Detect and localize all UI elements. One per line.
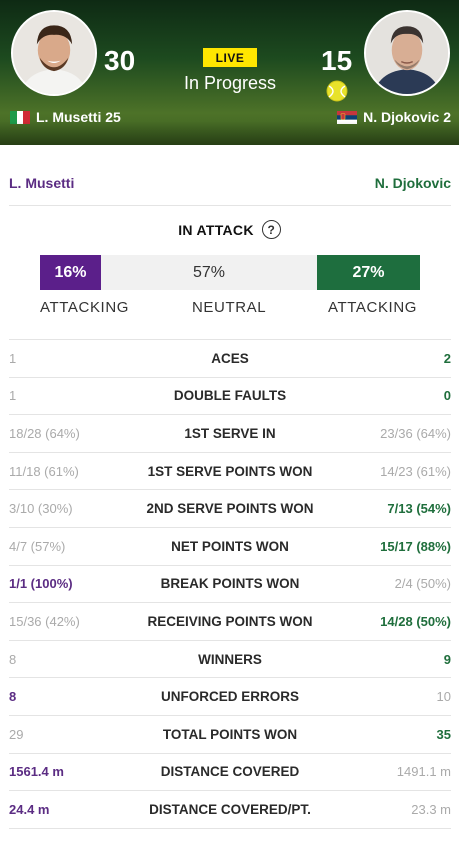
stat-label: ACES (211, 350, 249, 366)
player1-score: 30 (104, 45, 136, 76)
stat-label: UNFORCED ERRORS (160, 689, 299, 705)
player-names-row: L. Musetti N. Djokovic (9, 160, 451, 206)
right-player-name: N. Djokovic (374, 174, 451, 191)
stat-right-value: 14/23 (61%) (380, 463, 451, 479)
stat-row: 8 WINNERS 9 (9, 641, 451, 679)
stat-left-value: 29 (9, 726, 24, 742)
stat-label: 1ST SERVE POINTS WON (147, 463, 313, 479)
stat-right-value: 2 (443, 350, 451, 366)
player2-score: 15 (321, 45, 353, 76)
in-attack-title: IN ATTACK ? (0, 220, 459, 239)
stat-left-value: 1 (9, 388, 17, 404)
serving-ball-icon (326, 80, 348, 102)
attack-left-label: ATTACKING (40, 299, 130, 316)
player2-name-label: N. Djokovic 2 (363, 109, 451, 125)
live-badge: LIVE (203, 48, 257, 67)
stat-left-value: 3/10 (30%) (9, 501, 73, 517)
stat-right-value: 23.3 m (411, 801, 451, 817)
attack-neutral-label: NEUTRAL (192, 299, 267, 316)
attack-right-label: ATTACKING (328, 299, 418, 316)
stat-left-value: 15/36 (42%) (9, 613, 80, 629)
italy-flag-icon (10, 110, 30, 124)
stat-right-value: 9 (443, 651, 451, 667)
stat-right-value: 2/4 (50%) (394, 576, 451, 592)
stat-row: 1561.4 m DISTANCE COVERED 1491.1 m (9, 754, 451, 792)
stat-right-value: 35 (436, 726, 451, 742)
stat-left-value: 1 (9, 350, 17, 366)
stat-left-value: 1/1 (100%) (9, 576, 73, 592)
stat-label: NET POINTS WON (171, 538, 289, 554)
match-status: In Progress (183, 73, 277, 93)
match-header: 30 LIVE In Progress 15 L. Musetti 25 (0, 0, 459, 145)
stat-right-value: 7/13 (54%) (387, 501, 451, 517)
attack-left-segment: 16% (40, 255, 101, 290)
stat-left-value: 8 (9, 651, 17, 667)
stat-label: TOTAL POINTS WON (162, 726, 298, 742)
stat-row: 18/28 (64%) 1ST SERVE IN 23/36 (64%) (9, 415, 451, 453)
stat-right-value: 14/28 (50%) (380, 613, 451, 629)
stat-left-value: 11/18 (61%) (9, 463, 79, 479)
stat-left-value: 8 (9, 689, 17, 705)
attack-distribution-bar: 16% 57% 27% (40, 255, 420, 290)
player1-avatar (11, 10, 97, 96)
attack-right-segment: 27% (317, 255, 420, 290)
help-icon[interactable]: ? (261, 220, 281, 239)
stat-right-value: 10 (436, 689, 451, 705)
player1-name-label: L. Musetti 25 (36, 109, 121, 125)
stat-row: 4/7 (57%) NET POINTS WON 15/17 (88%) (9, 528, 451, 566)
stat-left-value: 4/7 (57%) (9, 538, 66, 554)
serbia-flag-icon (337, 110, 358, 124)
stat-row: 3/10 (30%) 2ND SERVE POINTS WON 7/13 (54%) (9, 490, 451, 528)
left-player-name: L. Musetti (9, 174, 75, 191)
stat-label: RECEIVING POINTS WON (147, 613, 313, 629)
stat-left-value: 1561.4 m (9, 764, 64, 780)
stat-row: 24.4 m DISTANCE COVERED/PT. 23.3 m (9, 791, 451, 829)
stat-row: 8 UNFORCED ERRORS 10 (9, 678, 451, 716)
stat-right-value: 23/36 (64%) (380, 425, 451, 441)
stat-left-value: 18/28 (64%) (9, 425, 80, 441)
stat-right-value: 0 (443, 388, 451, 404)
stat-label: BREAK POINTS WON (160, 576, 300, 592)
stat-row: 1 DOUBLE FAULTS 0 (9, 378, 451, 416)
stat-row: 11/18 (61%) 1ST SERVE POINTS WON 14/23 (61… (9, 453, 451, 491)
in-attack-label: IN ATTACK (178, 221, 254, 238)
stat-label: DISTANCE COVERED/PT. (149, 801, 311, 817)
attack-neutral-segment: 57% (192, 263, 226, 281)
stat-right-value: 15/17 (88%) (380, 538, 451, 554)
stat-left-value: 24.4 m (9, 801, 50, 817)
stat-label: WINNERS (198, 651, 262, 667)
player1-name: L. Musetti 25 (10, 109, 121, 125)
stat-right-value: 1491.1 m (396, 764, 451, 780)
stat-row: 15/36 (42%) RECEIVING POINTS WON 14/28 (50… (9, 603, 451, 641)
stat-label: DISTANCE COVERED (160, 764, 300, 780)
stat-row: 1/1 (100%) BREAK POINTS WON 2/4 (50%) (9, 566, 451, 604)
player2-avatar (364, 10, 450, 96)
stat-row: 1 ACES 2 (9, 340, 451, 378)
stats-table: 1 ACES 2 1 DOUBLE FAULTS 0 18/28 (64%) 1ST SERV… (9, 339, 451, 829)
player2-name: N. Djokovic 2 (337, 109, 451, 125)
stat-row: 29 TOTAL POINTS WON 35 (9, 716, 451, 754)
stat-label: 2ND SERVE POINTS WON (146, 501, 314, 517)
stat-label: DOUBLE FAULTS (173, 388, 287, 404)
stat-label: 1ST SERVE IN (184, 425, 276, 441)
